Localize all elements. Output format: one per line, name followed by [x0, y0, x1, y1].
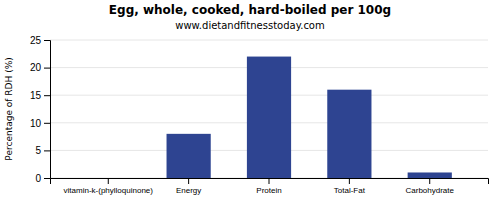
- subtitle: www.dietandfitnesstoday.com: [175, 20, 324, 31]
- y-tick-label: 5: [35, 145, 41, 156]
- y-tick-mark: [44, 95, 50, 96]
- grid-line: [50, 40, 488, 41]
- x-tick-mark: [269, 178, 270, 184]
- y-tick-mark: [44, 123, 50, 124]
- x-axis-line: [51, 179, 489, 185]
- y-tick: 25: [30, 35, 50, 46]
- x-tick-mark: [108, 178, 109, 184]
- title: Egg, whole, cooked, hard-boiled per 100g: [109, 3, 391, 17]
- y-tick-mark: [44, 40, 50, 41]
- y-tick-mark: [44, 150, 50, 151]
- bars: [167, 57, 452, 178]
- bar: [167, 134, 211, 178]
- bar: [327, 90, 371, 178]
- x-tick-label: Protein: [256, 186, 281, 195]
- y-tick: 15: [30, 90, 50, 101]
- grid: [50, 40, 488, 178]
- y-tick-mark: [44, 68, 50, 69]
- y-tick-label: 25: [30, 35, 42, 46]
- y-tick-label: 0: [35, 173, 41, 184]
- x-tick: vitamin-k-(phylloquinone): [64, 178, 154, 195]
- y-axis-title: Percentage of RDH (%): [4, 57, 14, 160]
- plot: 0 5 10 15 20 25 vitamin-k-(phylloquinone) Energ…: [30, 35, 489, 195]
- x-tick-label: vitamin-k-(phylloquinone): [64, 186, 154, 195]
- chart: Egg, whole, cooked, hard-boiled per 100g…: [0, 0, 500, 200]
- bar: [408, 172, 452, 178]
- bar: [247, 57, 291, 178]
- y-tick-label: 15: [30, 90, 42, 101]
- y-tick-label: 20: [30, 62, 42, 73]
- y-tick-mark: [44, 178, 50, 179]
- x-tick: Energy: [176, 178, 201, 195]
- bar: [86, 178, 130, 179]
- y-tick: 10: [30, 118, 50, 129]
- y-tick-label: 10: [30, 118, 42, 129]
- x-tick-mark: [429, 178, 430, 184]
- x-tick-label: Total-Fat: [334, 186, 366, 195]
- x-tick-label: Energy: [176, 186, 201, 195]
- y-tick: 20: [30, 62, 50, 73]
- x-tick-label: Carbohydrate: [405, 186, 454, 195]
- x-tick-mark: [188, 178, 189, 184]
- y-axis: 0 5 10 15 20 25: [30, 35, 51, 184]
- x-tick-mark: [349, 178, 350, 184]
- x-tick: Total-Fat: [334, 178, 366, 195]
- y-tick: 5: [35, 145, 50, 156]
- x-tick: Carbohydrate: [405, 178, 454, 195]
- x-tick: Protein: [256, 178, 281, 195]
- y-tick: 0: [35, 173, 50, 184]
- x-axis: vitamin-k-(phylloquinone) Energy Protein To…: [51, 178, 489, 195]
- y-axis-line: [44, 41, 51, 179]
